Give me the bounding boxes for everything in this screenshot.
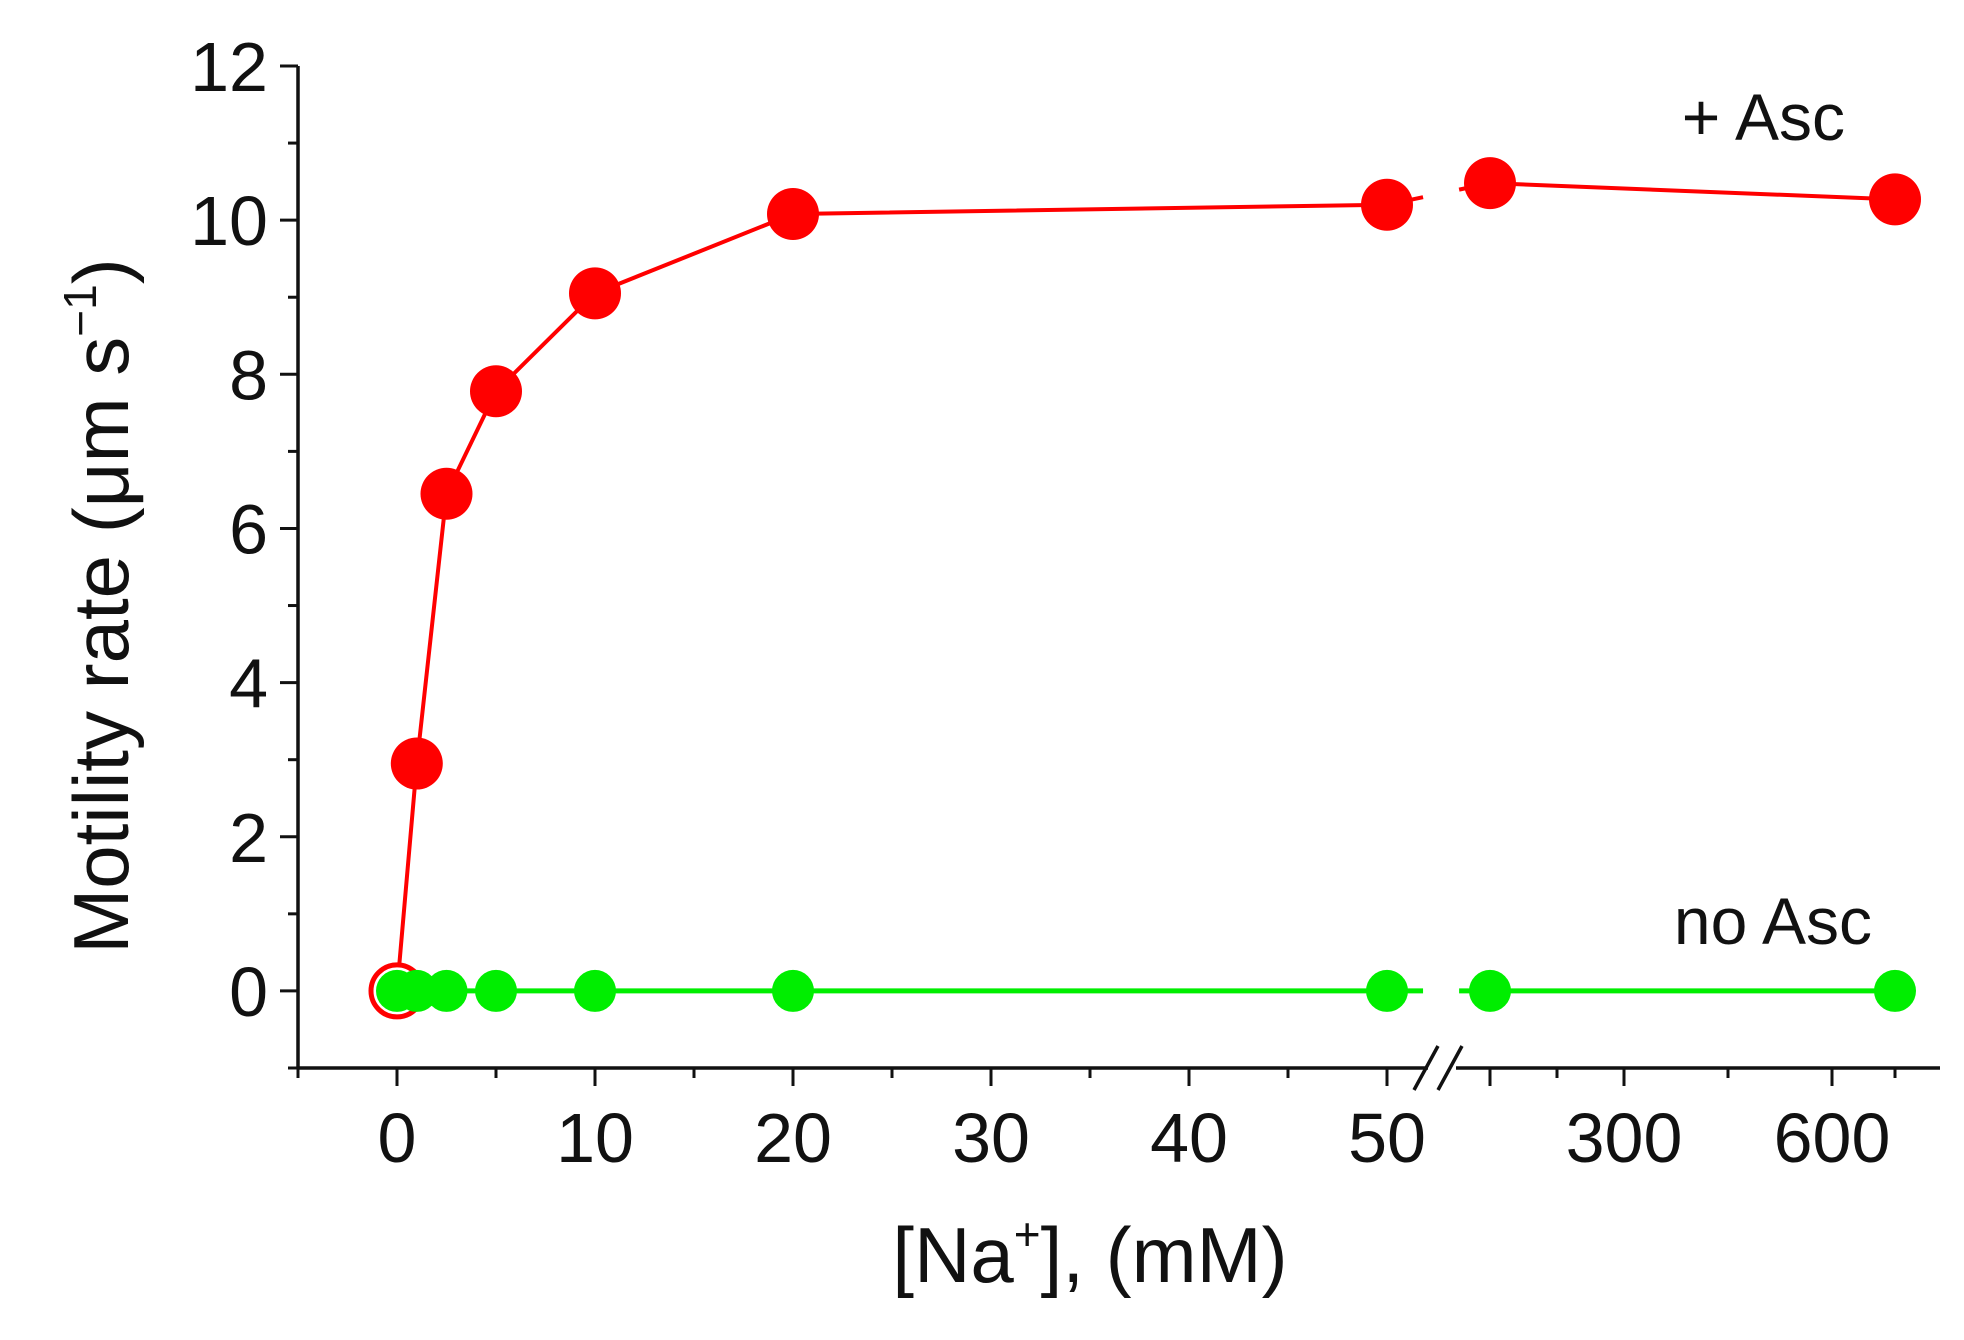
- x-tick-label: 600: [1774, 1099, 1891, 1177]
- axis-break-mark: [1412, 1045, 1440, 1091]
- labels: 0 2 4 6 8 10 12 0 10 20 30 40 50 300 600 [Na+], (mM) Mot…: [54, 28, 1890, 1299]
- series-label: no Asc: [1674, 884, 1872, 958]
- y-tick-label: 0: [229, 953, 268, 1031]
- data-point: [1464, 157, 1516, 210]
- y-tick-label: 6: [229, 490, 268, 568]
- y-tick-label: 4: [229, 645, 268, 723]
- x-tick-label: 10: [556, 1099, 634, 1177]
- axis-break-mark: [1436, 1045, 1464, 1091]
- data-point: [425, 969, 468, 1012]
- x-tick-label: 30: [952, 1099, 1030, 1177]
- data-point: [1869, 173, 1921, 226]
- x-tick-label: 20: [754, 1099, 832, 1177]
- series-points: [368, 157, 1921, 1020]
- y-tick-label: 12: [190, 28, 268, 106]
- axes: [280, 64, 1940, 1091]
- y-tick-label: 10: [190, 182, 268, 260]
- data-point: [390, 737, 443, 790]
- data-point: [772, 969, 814, 1012]
- data-point: [569, 267, 621, 320]
- series-label: + Asc: [1682, 80, 1845, 154]
- data-point: [395, 969, 438, 1012]
- x-tick-label: 0: [378, 1099, 417, 1177]
- data-point: [1874, 969, 1916, 1012]
- data-point: [420, 467, 473, 520]
- data-point: [767, 187, 819, 240]
- x-axis-title: [Na+], (mM): [892, 1208, 1287, 1299]
- data-point: [1361, 178, 1413, 231]
- data-point: [475, 969, 517, 1012]
- series-line: [395, 202, 1388, 992]
- data-point: [1366, 969, 1408, 1012]
- x-tick-label: 50: [1348, 1099, 1426, 1177]
- data-point: [470, 365, 522, 418]
- y-tick-label: 8: [229, 336, 268, 414]
- data-point: [1469, 969, 1511, 1012]
- x-tick-label: 300: [1566, 1099, 1683, 1177]
- series-lines: [395, 181, 1896, 994]
- x-tick-label: 40: [1150, 1099, 1228, 1177]
- y-axis-title: Motility rate (μm s−1): [54, 258, 145, 953]
- data-point: [574, 969, 616, 1012]
- series-line: [1489, 181, 1896, 202]
- y-tick-label: 2: [229, 799, 268, 877]
